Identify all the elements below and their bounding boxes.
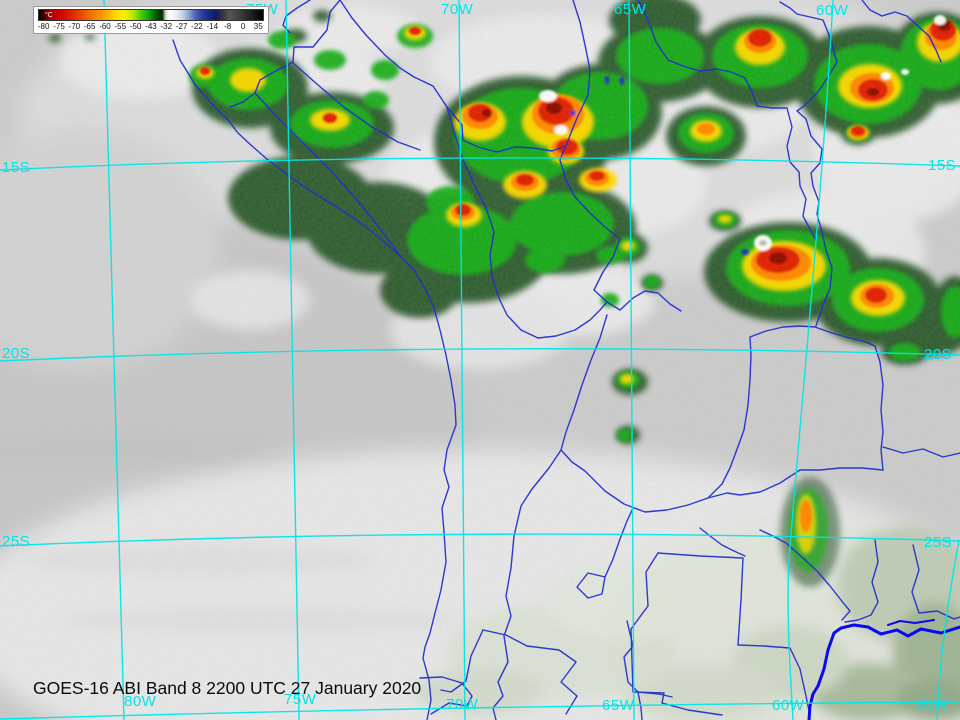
grid-label-25s-right: 25S	[924, 534, 953, 551]
gridline-25s	[0, 533, 960, 547]
gridline-15s	[0, 157, 960, 171]
colorbar-tick-row: -80 -75 -70 -65 -60 -55 -50 -43 -32 -27 …	[36, 22, 266, 32]
gridline-20s	[0, 348, 960, 362]
river	[807, 619, 960, 720]
grid-label-70w-bottom: 70W	[446, 696, 479, 713]
colorbar-tick: -14	[206, 22, 219, 31]
grid-label-20s-left: 20S	[2, 345, 31, 362]
grid-label-75w-bottom: 75W	[284, 691, 317, 708]
colorbar-tick: -70	[68, 22, 81, 31]
grid-label-65w-top: 65W	[614, 1, 647, 18]
colorbar-tick: -22	[191, 22, 203, 31]
borders-layer	[172, 0, 960, 720]
colorbar-tick: -75	[53, 22, 65, 31]
colorbar-tick: -80	[37, 22, 50, 31]
colorbar-unit-label: °C	[45, 12, 53, 19]
gridline-60w	[787, 0, 834, 720]
colorbar-tick: 0	[240, 22, 246, 31]
grid-label-55w-bottom: 55W	[916, 696, 949, 713]
colorbar-tick: -50	[129, 22, 142, 31]
colorbar-tick: -55	[114, 22, 127, 31]
gridline-30s	[0, 701, 960, 720]
colorbar-tick: -27	[175, 22, 188, 31]
grid-label-80w-bottom: 80W	[124, 693, 157, 710]
image-caption: GOES-16 ABI Band 8 2200 UTC 27 January 2…	[33, 678, 422, 698]
gridline-55w	[936, 539, 960, 720]
colorbar-gradient: °C	[38, 9, 264, 21]
grid-label-15s-right: 15S	[928, 157, 957, 174]
gridline-65w	[628, 0, 635, 720]
coastline	[172, 39, 457, 720]
colorbar-tick: -43	[145, 22, 157, 31]
colorbar-tick: -60	[99, 22, 111, 31]
colorbar-tick: 35	[253, 22, 263, 31]
grid-label-20s-right: 20S	[924, 346, 953, 363]
grid-label-60w-bottom: 60W	[772, 697, 805, 714]
colorbar-tick: -65	[83, 22, 96, 31]
colorbar-tick: -8	[224, 22, 232, 31]
grid-label-25s-left: 25S	[2, 533, 31, 550]
colorbar-tick: -32	[160, 22, 173, 31]
temperature-colorbar: °C -80 -75 -70 -65 -60 -55 -50 -43 -32 -…	[33, 6, 269, 34]
grid-label-15s-left: 15S	[2, 159, 31, 176]
grid-label-70w-top: 70W	[441, 1, 474, 18]
grid-label-65w-bottom: 65W	[602, 697, 635, 714]
gridline-75w	[285, 0, 300, 720]
grid-label-60w-top: 60W	[816, 2, 849, 19]
